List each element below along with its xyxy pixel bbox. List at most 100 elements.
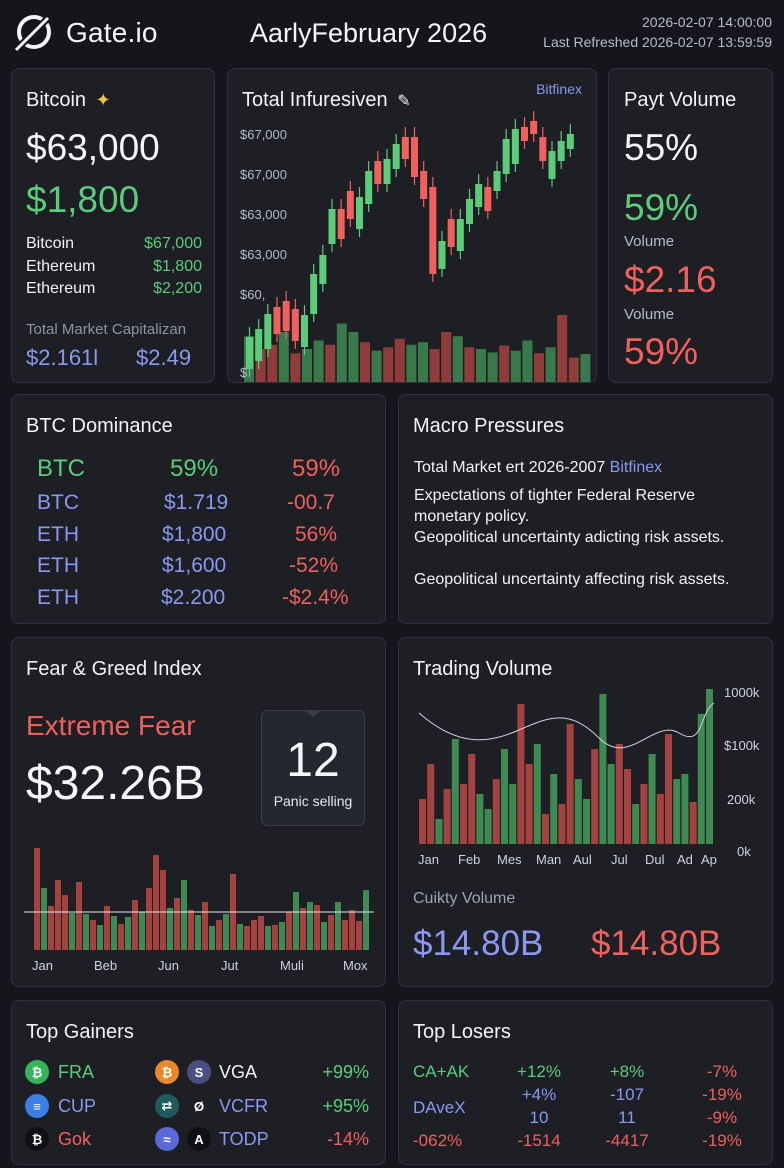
volume-bar: [534, 353, 544, 382]
macro-source-link[interactable]: Bitfinex: [609, 459, 663, 476]
row-name: Bitcoin: [26, 235, 75, 252]
fear-bar: [83, 914, 89, 950]
top-losers-card: Top Losers CA+AK +12% +8% -7% +4% -107 -…: [398, 1000, 773, 1165]
value: $1,800: [162, 523, 227, 546]
volume-bar: [451, 739, 459, 844]
x-axis-label: Jan: [418, 852, 439, 867]
change: -52%: [289, 554, 339, 577]
gainer-pct: +95%: [322, 1096, 369, 1116]
pay-value-3: $2.16: [624, 259, 717, 300]
volume-bar: [476, 349, 486, 382]
asset: BTC: [37, 455, 85, 482]
gainer-row[interactable]: ≡ CUP ⇄ Ø VCFR +95%: [25, 1093, 377, 1121]
wave-coin-icon: ≈: [155, 1127, 179, 1151]
y-axis-label: $63,000: [240, 207, 287, 222]
x-axis-label: Jan: [32, 958, 53, 973]
fear-bar: [342, 920, 348, 950]
candle-body: [566, 134, 574, 149]
tv-value-b: $14.80B: [591, 924, 722, 963]
loser-value: +8%: [609, 1062, 645, 1081]
candle-body: [401, 137, 409, 159]
candle-body: [466, 199, 473, 224]
volume-bar: [302, 349, 312, 382]
x-axis-label: Man: [536, 852, 562, 867]
x-axis-label: Feb: [458, 852, 481, 867]
fear-bar: [244, 926, 250, 950]
x-axis-label: Beb: [94, 958, 118, 973]
fear-bar: [251, 920, 257, 950]
fear-bar: [335, 902, 341, 950]
fear-index-label: Panic selling: [273, 793, 353, 809]
logo[interactable]: Gate.io: [10, 10, 158, 56]
bitcoin-card: Bitcoin ✦ $63,000 $1,800 Bitcoin $67,000…: [11, 68, 215, 383]
gainer-row[interactable]: ₿ Gok ≈ A TODP -14%: [25, 1126, 377, 1154]
row-value: $67,000: [144, 235, 202, 252]
gainer-row[interactable]: ₿ FRA ₿ S VGA +99%: [25, 1059, 377, 1087]
trend-curve: [418, 702, 715, 749]
loser-name[interactable]: CA+AK: [413, 1062, 470, 1081]
candle-body: [365, 171, 373, 204]
change: -00.7: [287, 491, 335, 514]
gate-logo-icon: [11, 13, 53, 55]
volume-bar: [632, 804, 640, 844]
fear-bar: [118, 924, 124, 950]
trading-volume-chart[interactable]: [399, 638, 773, 987]
x-axis-label: Ad: [677, 852, 693, 867]
value: $1,600: [162, 554, 227, 577]
fear-bar: [90, 920, 96, 950]
volume-bar: [681, 774, 689, 844]
fear-bar: [293, 892, 299, 950]
page-title: AarlyFebruary 2026: [250, 18, 488, 48]
fear-bar: [223, 914, 229, 950]
fear-bar: [62, 895, 68, 950]
candle-body: [273, 307, 281, 334]
volume-bar: [510, 350, 521, 382]
bitcoin-coin-icon: ₿: [25, 1127, 49, 1151]
gainer-name: VGA: [219, 1062, 258, 1082]
candlestick-chart[interactable]: [228, 69, 597, 383]
x-axis-label: Dul: [645, 852, 665, 867]
tv-value-a: $14.80B: [413, 924, 544, 963]
volume-bar: [406, 344, 417, 382]
gainer-name: Gok: [58, 1129, 92, 1149]
volume-bar: [348, 332, 359, 382]
candle-body: [291, 309, 299, 341]
volume-bar: [418, 342, 428, 382]
volume-bar: [550, 774, 558, 844]
fear-bar: [139, 912, 145, 950]
volume-bar: [487, 352, 498, 382]
loser-value: 10: [529, 1108, 549, 1127]
loser-value: -9%: [706, 1108, 738, 1127]
swap-coin-icon: ⇄: [155, 1094, 179, 1118]
candle-body: [328, 209, 336, 244]
volume-bar: [499, 345, 510, 382]
volume-bar: [580, 354, 591, 382]
dominance-row: ETH $1,800 56%: [37, 523, 367, 553]
volume-bar: [383, 347, 394, 382]
asset: ETH: [37, 554, 79, 577]
loser-value: -4417: [605, 1131, 649, 1150]
candle-body: [337, 209, 345, 239]
fear-bar: [160, 870, 166, 950]
volume-bar: [568, 357, 579, 382]
source-link[interactable]: Bitfinex: [536, 81, 582, 97]
asset: ETH: [37, 523, 79, 546]
candle-body: [282, 301, 290, 331]
volume-bar: [419, 799, 426, 844]
volume-bar: [476, 794, 484, 844]
gainer-name: VCFR: [219, 1096, 268, 1116]
loser-value: +12%: [517, 1062, 561, 1081]
dominance-row: BTC 59% 59%: [37, 455, 367, 485]
candle-title: Total Infuresiven: [242, 89, 388, 111]
loser-name[interactable]: -062%: [413, 1131, 463, 1150]
fear-greed-bar-chart[interactable]: [12, 638, 386, 987]
pencil-icon: ✎: [397, 93, 411, 110]
fear-bar: [146, 888, 152, 950]
loser-name[interactable]: DAveX: [413, 1098, 466, 1117]
volume-bar: [313, 340, 324, 382]
fear-bar: [41, 888, 47, 950]
price-row: Ethereum $2,200: [26, 280, 202, 298]
fear-bar: [356, 921, 362, 950]
volume-bar: [599, 694, 607, 844]
volume-bar: [574, 779, 582, 844]
